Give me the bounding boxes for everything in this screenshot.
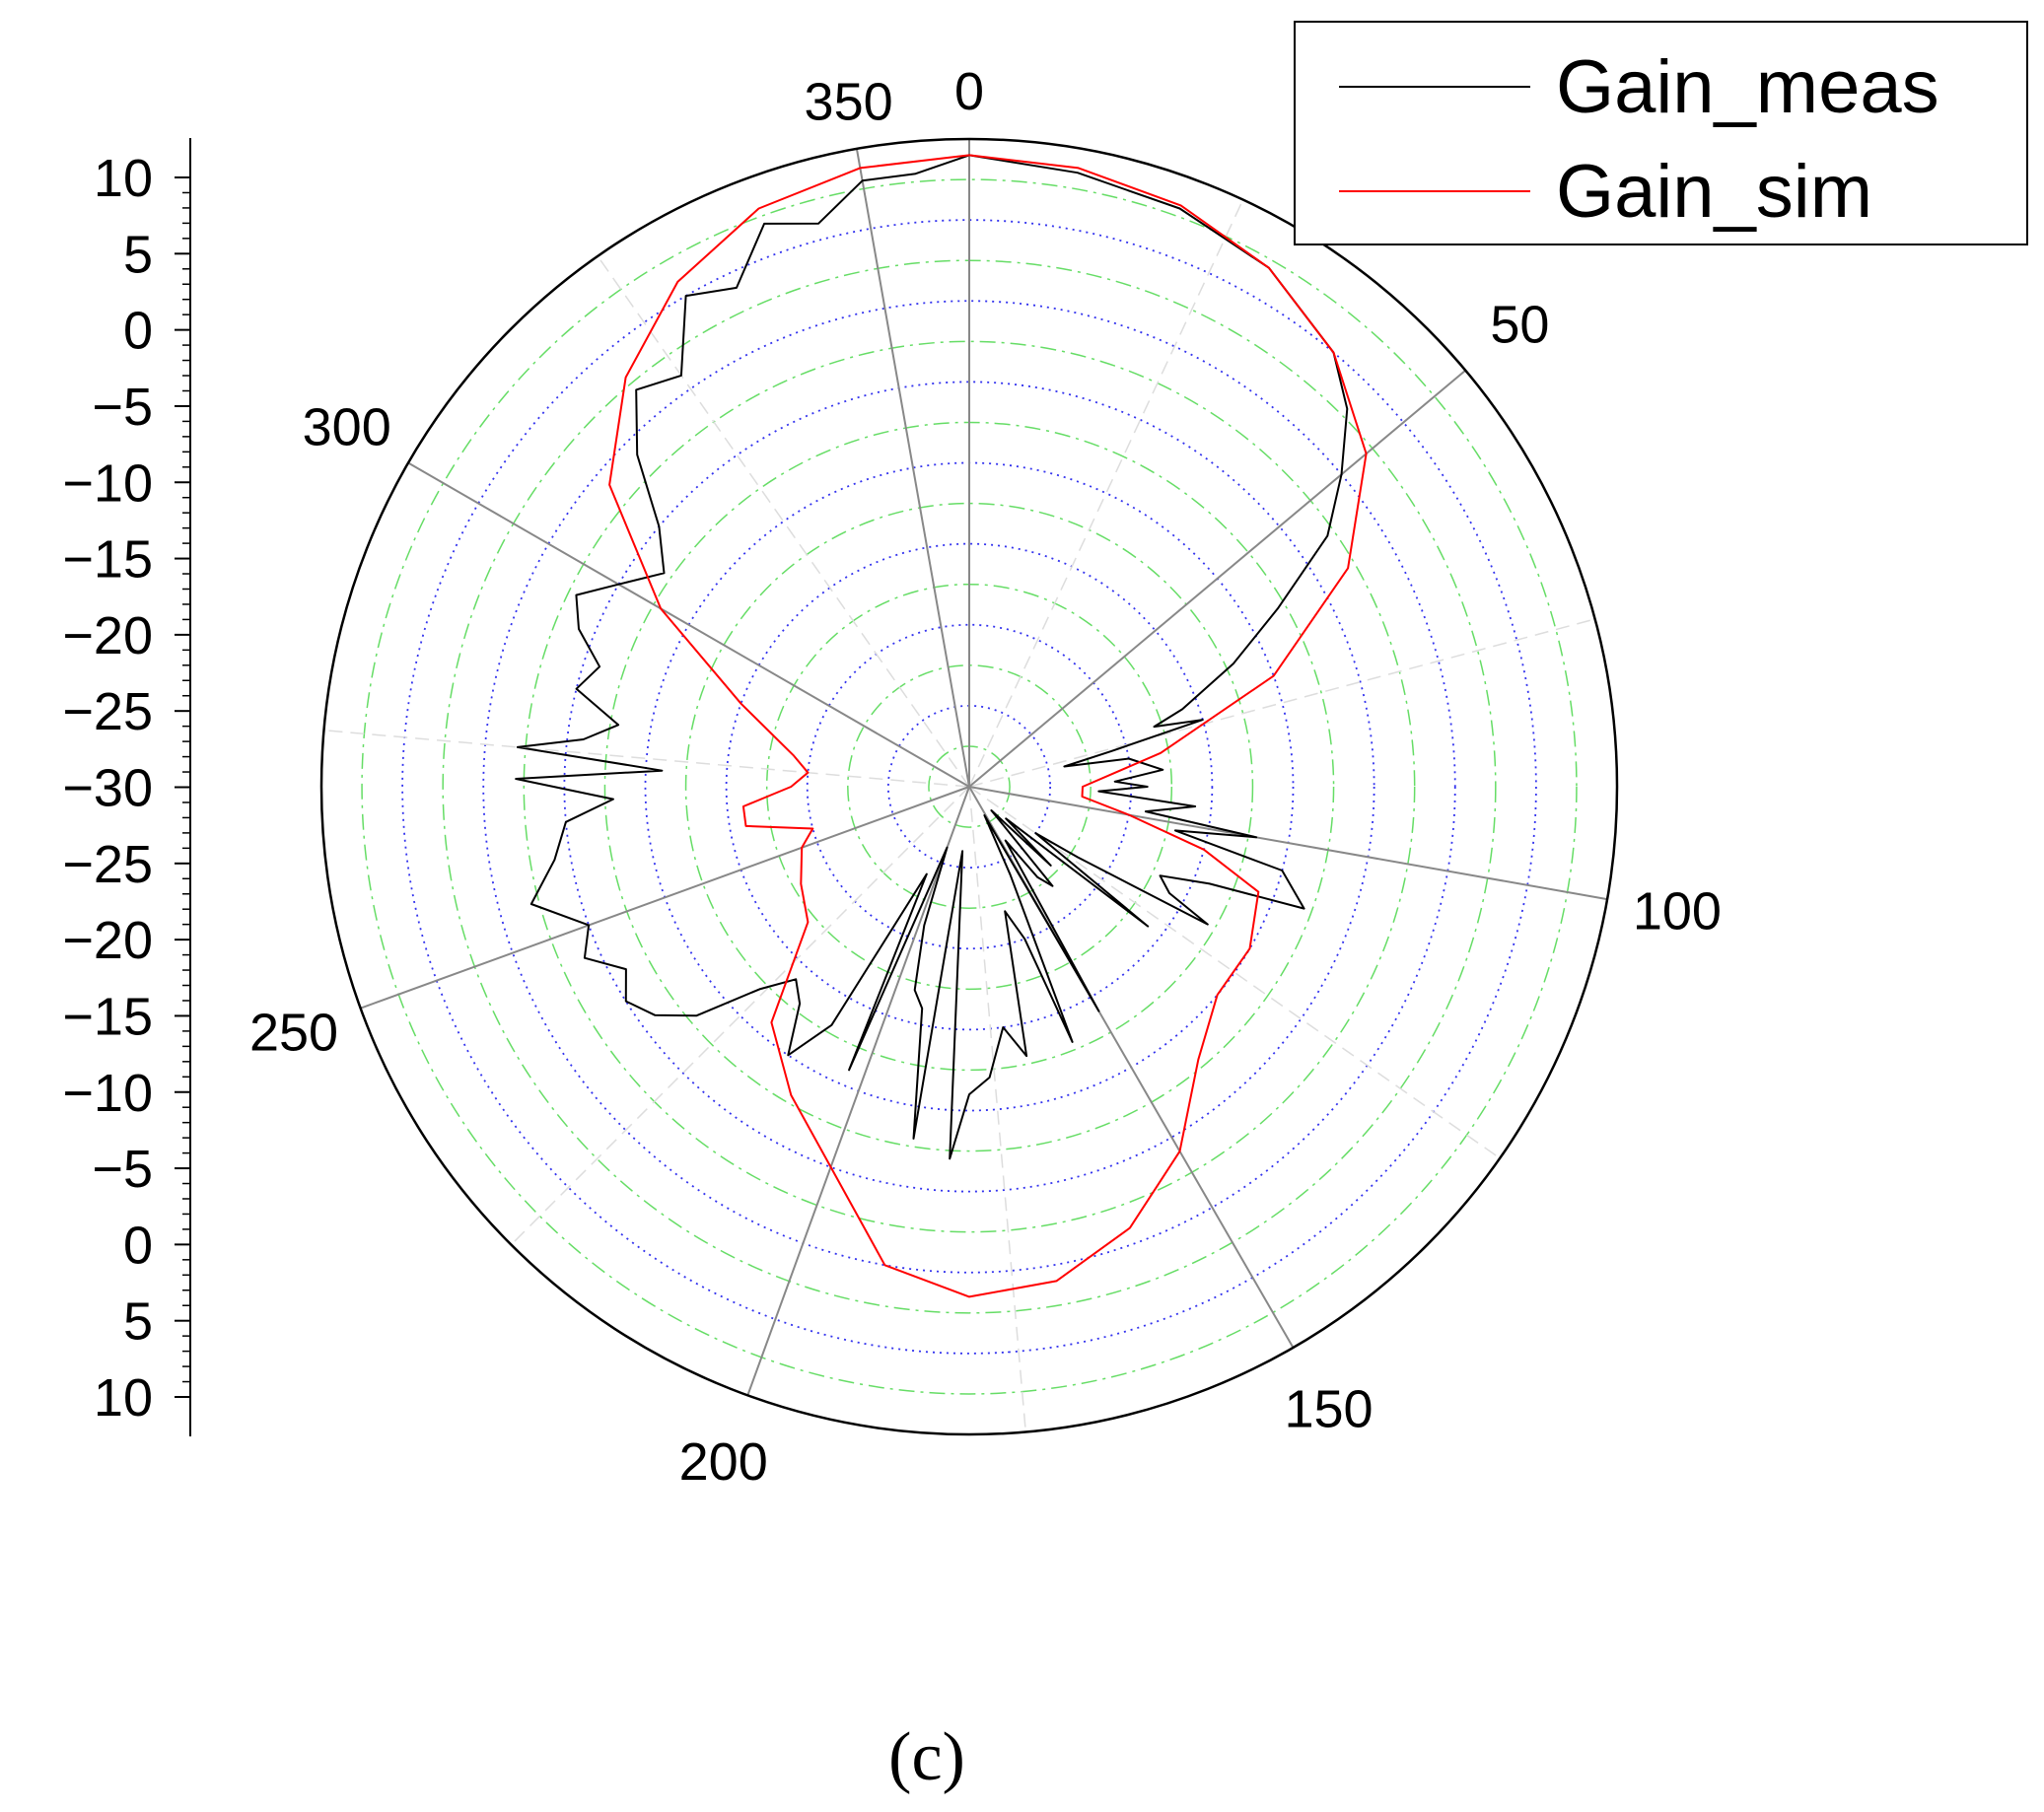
grid-spoke-major [407,461,970,788]
radial-tick-label: 10 [94,149,153,208]
radial-tick-label: −25 [62,835,153,894]
radial-tick-label: −30 [62,759,153,818]
grid-circle-major [482,300,1456,1274]
radial-axis: 10 5 0 −5 −10 −15 −20 −25 −30 −25 −20 −15 −10 −5 0 5 10 [62,138,191,1436]
grid-circle-major [725,542,1214,1031]
angle-tick-label: 0 [954,62,984,121]
outer-circle [319,137,1619,1436]
radial-tick-label: 5 [123,225,153,284]
radial-tick-label: 0 [123,302,153,361]
grid-spoke-major [968,369,1466,788]
legend: Gain_meas Gain_sim [1294,21,2028,245]
grid-spoke-minor [968,618,1595,788]
radial-tick-label: 10 [94,1368,153,1428]
series-group [515,154,1368,1298]
angle-tick-labels: 0 50 100 150 200 250 300 350 [249,62,1722,1492]
grid-circle-major [563,381,1375,1193]
grid-spoke-minor [510,786,970,1246]
legend-box [1294,21,2028,245]
radial-tick-label: −15 [62,987,153,1046]
radial-tick-label: 5 [123,1292,153,1352]
polar-grid [319,137,1619,1436]
grid-spoke-minor [968,199,1244,788]
series-line-gain-meas [515,154,1349,1160]
angle-tick-label: 350 [805,73,893,132]
grid-spoke-major [855,148,970,788]
grid-circle-major [806,623,1133,950]
radial-tick-label: −15 [62,530,153,590]
figure-caption: (c) [888,1719,965,1795]
series-line-gain-sim [608,154,1368,1298]
radial-tick-label: −20 [62,606,153,665]
legend-label-gain-meas: Gain_meas [1556,45,1939,129]
radial-tick-label: −10 [62,453,153,513]
grid-spoke-major [360,786,970,1010]
angle-tick-label: 100 [1633,882,1722,941]
angle-tick-label: 250 [249,1003,338,1062]
grid-spoke-major [746,786,970,1396]
angle-tick-label: 300 [303,398,391,457]
radial-tick-label: 0 [123,1216,153,1275]
radial-tick-label: −25 [62,682,153,741]
legend-label-gain-sim: Gain_sim [1556,150,1872,234]
grid-spoke-major [968,786,1608,901]
grid-circle-major [401,219,1537,1355]
grid-circle-minor [523,340,1416,1233]
grid-circle-minor [361,178,1578,1395]
grid-spoke-minor [968,786,1027,1432]
angle-tick-label: 50 [1490,295,1549,354]
radial-tick-label: −20 [62,911,153,970]
angle-tick-label: 200 [679,1432,768,1492]
radial-tick-label: −10 [62,1064,153,1123]
grid-spoke-minor [323,729,970,788]
radial-tick-label: −5 [92,1140,153,1199]
radial-tick-label: −5 [92,378,153,437]
grid-circle-minor [684,502,1254,1072]
angle-tick-label: 150 [1284,1379,1373,1438]
